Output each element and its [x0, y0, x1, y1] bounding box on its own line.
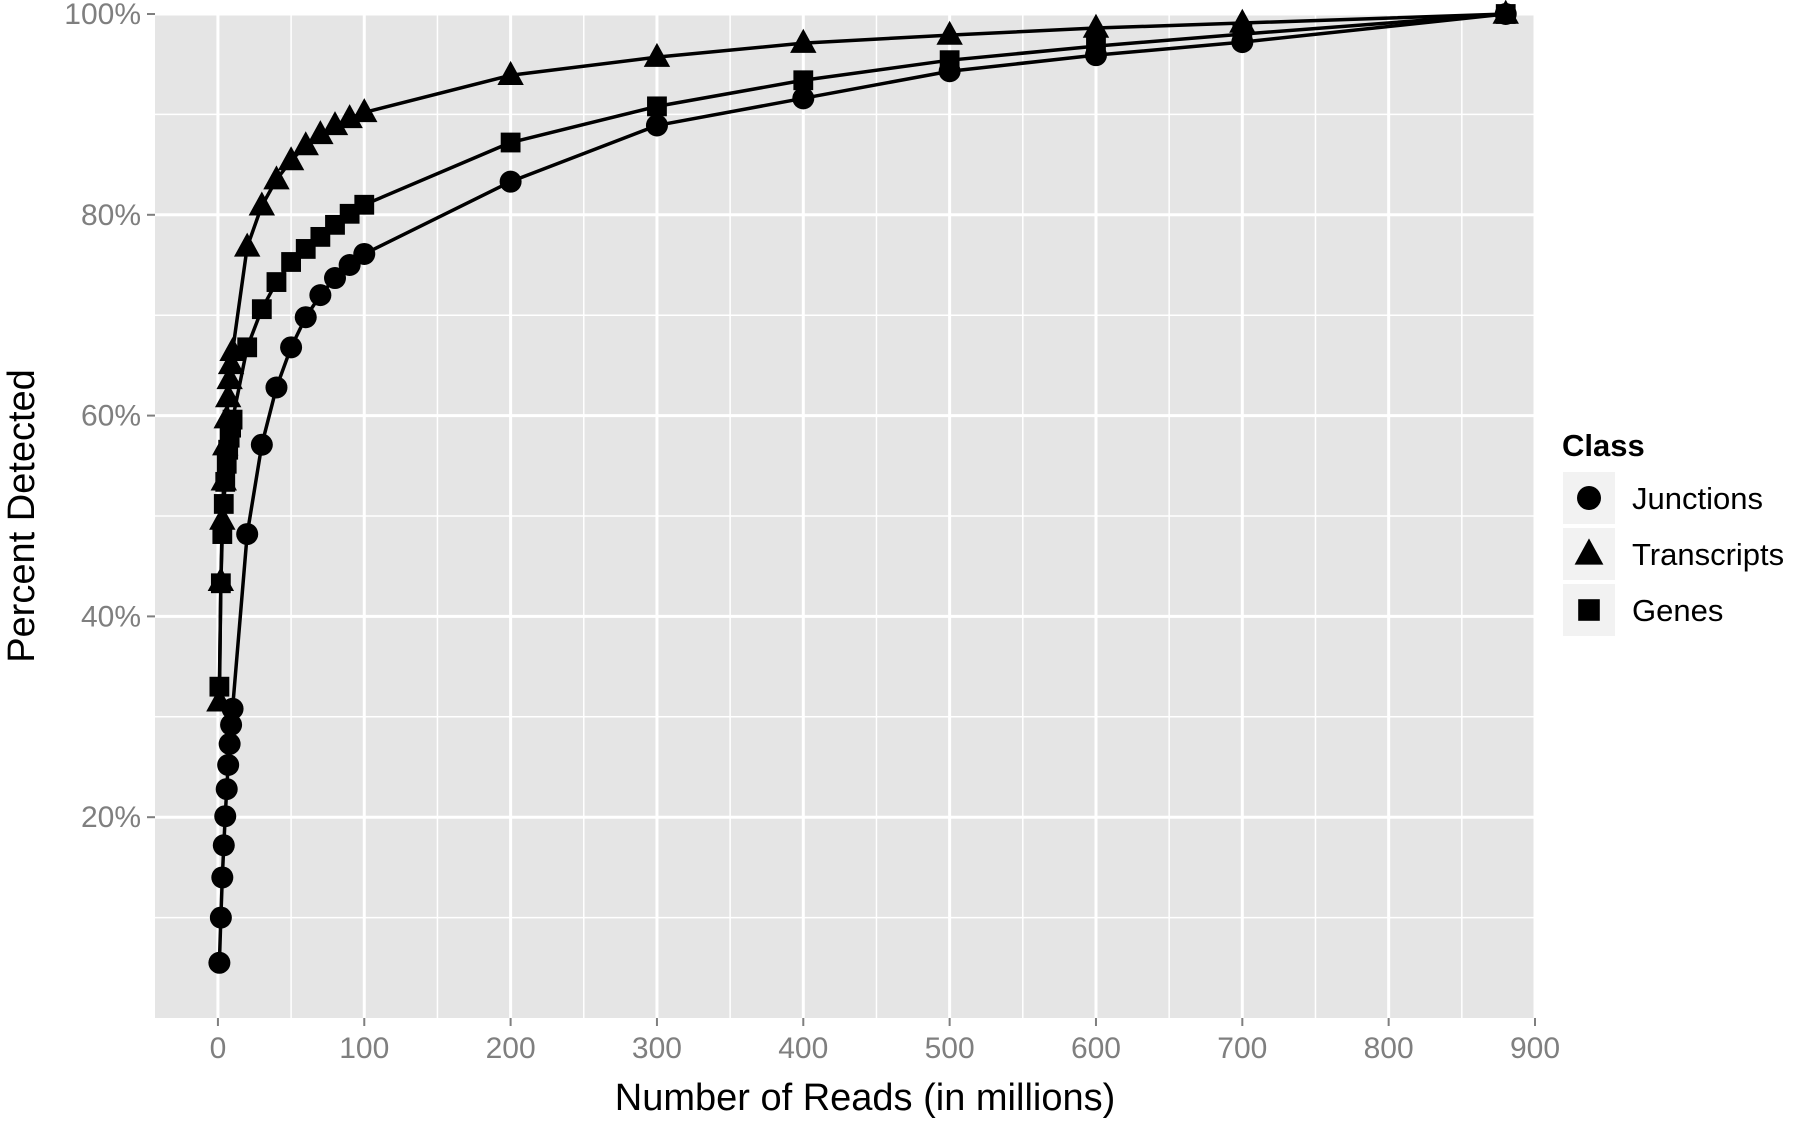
transcripts-point [936, 20, 963, 45]
junctions-point [294, 306, 317, 329]
junctions-point [208, 951, 231, 974]
x-tick-label: 600 [1071, 1032, 1121, 1065]
genes-point [237, 337, 258, 358]
x-tick-label: 900 [1510, 1032, 1560, 1065]
x-tick-label: 100 [339, 1032, 389, 1065]
transcripts-point [790, 28, 817, 53]
transcripts-point [336, 104, 363, 129]
junctions-point [353, 242, 376, 265]
legend-label-junctions: Junctions [1632, 481, 1763, 516]
junctions-point [217, 753, 240, 776]
junctions-point [215, 778, 238, 801]
y-axis-title: Percent Detected [1, 369, 43, 663]
transcripts-point [248, 191, 276, 216]
legend-items: Junctions Transcripts Genes [1563, 472, 1784, 636]
genes-point [266, 272, 287, 292]
junctions-point [309, 284, 332, 307]
genes-point [215, 471, 236, 492]
junctions-point [250, 433, 273, 456]
transcripts-point [643, 42, 671, 67]
genes-point [793, 70, 814, 91]
genes-point [939, 50, 960, 71]
transcripts-point [351, 98, 378, 123]
genes-point [500, 132, 521, 153]
legend: Class Junctions Transcripts Genes [1562, 428, 1784, 636]
x-tick-label: 400 [778, 1032, 828, 1065]
transcripts-point [307, 120, 334, 145]
x-tick-label: 300 [632, 1032, 682, 1065]
junctions-point [324, 267, 346, 290]
transcripts-point [263, 165, 290, 190]
junctions-point [499, 170, 522, 193]
transcripts-point [1082, 13, 1110, 38]
x-tick-label: 200 [486, 1032, 536, 1065]
x-tick-label: 0 [210, 1032, 227, 1065]
genes-point [1495, 4, 1516, 24]
legend-label-genes: Genes [1632, 593, 1723, 628]
series-markers [206, 0, 1519, 974]
y-tick-label: 80% [81, 199, 141, 232]
transcripts-point [497, 60, 524, 85]
axes: 0 100 200 300 400 500 600 700 800 900 20% 40% 60% 80%… [64, 0, 1560, 1065]
y-tick-label: 20% [81, 801, 141, 834]
legend-label-transcripts: Transcripts [1632, 537, 1784, 572]
transcripts-point [321, 111, 349, 136]
junctions-point [211, 866, 234, 889]
junctions-point [792, 87, 815, 110]
transcripts-point [277, 146, 305, 171]
junctions-point [212, 834, 235, 857]
y-tick-label: 40% [81, 600, 141, 633]
genes-point [1086, 36, 1106, 57]
y-tick-label: 100% [64, 0, 141, 31]
junctions-point [220, 713, 243, 736]
junctions-point [265, 376, 288, 399]
genes-point [647, 96, 667, 117]
transcripts-point [216, 365, 243, 390]
transcripts-point [209, 505, 236, 530]
x-axis-title: Number of Reads (in millions) [615, 1077, 1116, 1119]
legend-symbol-transcripts [1574, 538, 1604, 565]
legend-symbol-junctions [1577, 486, 1601, 510]
grid-lines [155, 12, 1537, 1018]
legend-symbol-genes [1578, 599, 1600, 621]
junctions-point [280, 336, 303, 359]
junctions-point [218, 732, 241, 755]
y-tick-label: 60% [81, 400, 141, 433]
junctions-point [209, 906, 232, 929]
junctions-point [236, 523, 259, 546]
x-tick-label: 800 [1364, 1032, 1414, 1065]
genes-point [209, 676, 230, 697]
genes-point [213, 494, 234, 514]
genes-point [354, 194, 375, 215]
junctions-point [214, 805, 237, 828]
genes-point [251, 299, 272, 320]
transcripts-point [206, 687, 233, 712]
genes-point [210, 573, 231, 594]
x-tick-label: 500 [925, 1032, 975, 1065]
transcripts-point [233, 232, 261, 257]
transcripts-point [214, 383, 242, 408]
x-tick-label: 700 [1217, 1032, 1267, 1065]
legend-title: Class [1562, 428, 1645, 463]
transcripts-point [217, 350, 245, 375]
junctions-point [645, 114, 668, 137]
transcripts-point [292, 131, 319, 156]
genes-point [1232, 24, 1253, 44]
genes-point [222, 409, 243, 430]
genes-point [212, 524, 233, 544]
